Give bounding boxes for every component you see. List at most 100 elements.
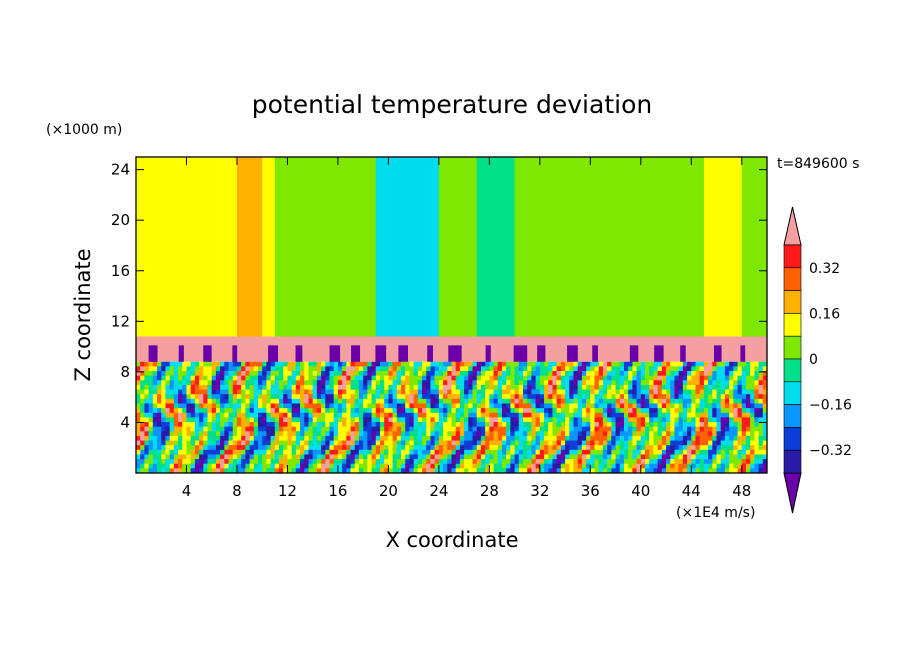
band-blob [567, 345, 578, 364]
lower-layer-cell [409, 375, 415, 381]
lower-layer-cell [762, 431, 768, 437]
lower-layer-cell [687, 449, 692, 455]
lower-layer-cell [459, 422, 465, 428]
lower-layer-cell [274, 412, 280, 418]
lower-layer-cell [581, 398, 587, 404]
colorbar-extend-high [783, 206, 802, 246]
lower-layer-cell [413, 426, 419, 432]
lower-layer-cell [670, 375, 675, 381]
lower-layer-cell [678, 459, 684, 465]
lower-layer-cell [619, 440, 625, 446]
lower-layer-cell [165, 366, 171, 372]
lower-layer-cell [295, 463, 301, 469]
lower-layer-cell [144, 463, 150, 469]
lower-layer-cell [489, 431, 494, 437]
lower-layer-cell [253, 426, 259, 432]
lower-layer-cell [232, 412, 238, 418]
lower-layer-cell [762, 394, 768, 400]
lower-layer-cell [447, 361, 452, 367]
lower-layer-cell [140, 398, 145, 404]
lower-layer-cell [199, 449, 204, 455]
lower-layer-cell [207, 403, 213, 409]
lower-layer-cell [741, 454, 747, 460]
lower-layer-cell [544, 463, 549, 469]
lower-layer-cell [190, 371, 196, 377]
lower-layer-cell [346, 371, 351, 377]
lower-layer-cell [211, 389, 217, 395]
lower-layer-cell [367, 445, 372, 451]
lower-layer-cell [409, 380, 415, 386]
lower-layer-cell [325, 459, 330, 465]
lower-layer-cell [455, 366, 461, 372]
lower-layer-cell [607, 431, 612, 437]
lower-layer-cell [169, 463, 175, 469]
lower-layer-cell [384, 431, 389, 437]
lower-layer-cell [157, 422, 162, 428]
band-blob [398, 345, 409, 364]
lower-layer-cell [485, 361, 490, 367]
lower-layer-cell [598, 459, 604, 465]
lower-layer-cell [472, 454, 478, 460]
lower-layer-cell [493, 454, 499, 460]
lower-layer-cell [497, 463, 503, 469]
lower-layer-cell [232, 366, 238, 372]
lower-layer-cell [173, 435, 179, 441]
lower-layer-cell [750, 468, 755, 474]
lower-layer-cell [674, 454, 680, 460]
lower-layer-cell [514, 449, 520, 455]
lower-layer-cell [186, 398, 192, 404]
lower-layer-cell [510, 394, 515, 400]
lower-layer-cell [678, 412, 684, 418]
lower-layer-cell [645, 384, 650, 390]
lower-layer-cell [350, 426, 356, 432]
lower-layer-cell [586, 412, 591, 418]
lower-layer-cell [438, 361, 444, 367]
lower-layer-cell [464, 459, 469, 465]
lower-layer-cell [401, 375, 406, 381]
lower-layer-cell [422, 463, 427, 469]
lower-layer-cell [136, 431, 141, 437]
lower-layer-cell [678, 445, 684, 451]
lower-layer-cell [426, 384, 431, 390]
lower-layer-cell [253, 417, 259, 423]
lower-layer-cell [594, 366, 600, 372]
lower-layer-cell [645, 408, 650, 414]
lower-layer-cell [611, 422, 616, 428]
lower-layer-cell [459, 389, 465, 395]
lower-layer-cell [607, 371, 612, 377]
lower-layer-cell [649, 371, 654, 377]
lower-layer-cell [674, 412, 680, 418]
lower-layer-cell [161, 459, 166, 465]
lower-layer-cell [417, 440, 423, 446]
lower-layer-cell [590, 463, 595, 469]
lower-layer-cell [682, 431, 688, 437]
lower-layer-cell [354, 398, 360, 404]
lower-layer-cell [207, 435, 213, 441]
lower-layer-cell [661, 449, 667, 455]
lower-layer-cell [207, 366, 213, 372]
lower-layer-cell [565, 403, 570, 409]
lower-layer-cell [645, 366, 650, 372]
lower-layer-cell [762, 371, 768, 377]
lower-layer-cell [611, 459, 616, 465]
lower-layer-cell [594, 435, 600, 441]
lower-layer-cell [279, 384, 284, 390]
lower-layer-cell [472, 422, 478, 428]
lower-layer-cell [409, 449, 415, 455]
lower-layer-cell [316, 422, 322, 428]
lower-layer-cell [754, 371, 759, 377]
lower-layer-cell [350, 384, 356, 390]
lower-layer-cell [569, 417, 574, 423]
lower-layer-cell [636, 468, 642, 474]
lower-layer-cell [573, 422, 579, 428]
lower-layer-cell [375, 408, 381, 414]
lower-layer-cell [409, 403, 415, 409]
lower-layer-cell [451, 412, 457, 418]
lower-layer-cell [182, 389, 187, 395]
lower-layer-cell [295, 468, 301, 474]
lower-layer-cell [405, 426, 410, 432]
lower-layer-cell [228, 375, 234, 381]
band-blob [485, 345, 491, 364]
lower-layer-cell [392, 375, 398, 381]
colorbar: 0.320.160−0.16−0.32 [783, 206, 852, 514]
